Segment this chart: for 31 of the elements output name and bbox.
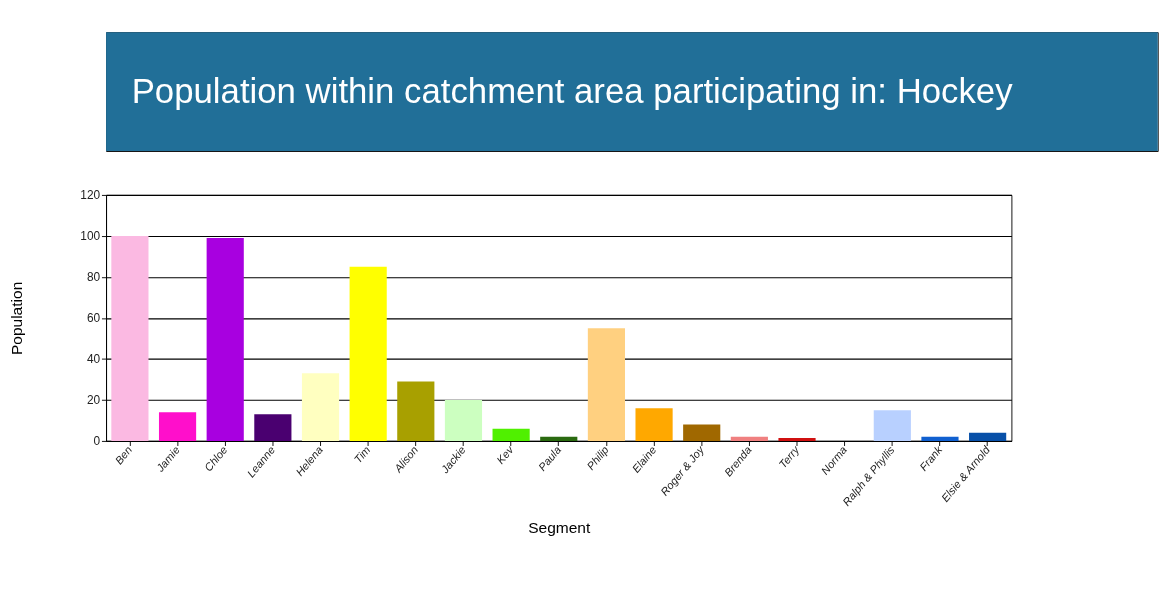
bar (111, 235, 149, 441)
bar (683, 424, 721, 441)
bar (158, 412, 197, 441)
bar (397, 381, 435, 441)
bar (444, 399, 483, 441)
x-tick-label: Ben (112, 443, 135, 467)
x-tick-label: Tim (351, 443, 373, 466)
y-tick-label: 80 (86, 270, 101, 285)
bar (349, 266, 387, 441)
bar (969, 432, 1007, 441)
bar (254, 414, 292, 441)
bar (587, 328, 625, 441)
bar (778, 437, 816, 441)
y-tick-label: 0 (93, 434, 101, 449)
y-tick-label: 40 (86, 352, 101, 367)
y-tick-label: 60 (86, 311, 101, 326)
bar (301, 373, 340, 441)
y-tick-label: 100 (80, 229, 101, 244)
bar (492, 428, 530, 441)
bar (730, 436, 768, 441)
x-axis-title: Segment (528, 518, 591, 536)
bar (635, 408, 673, 441)
bar (921, 436, 959, 441)
x-tick-label: Kev (494, 442, 517, 466)
y-axis-title: Population (7, 281, 25, 356)
bar (206, 238, 244, 441)
bar (873, 410, 911, 441)
bar (540, 436, 578, 441)
y-tick-label: 20 (86, 393, 101, 408)
chart-title: Population within catchment area participating in: Hockey (131, 71, 1014, 110)
y-tick-label: 120 (80, 188, 101, 203)
